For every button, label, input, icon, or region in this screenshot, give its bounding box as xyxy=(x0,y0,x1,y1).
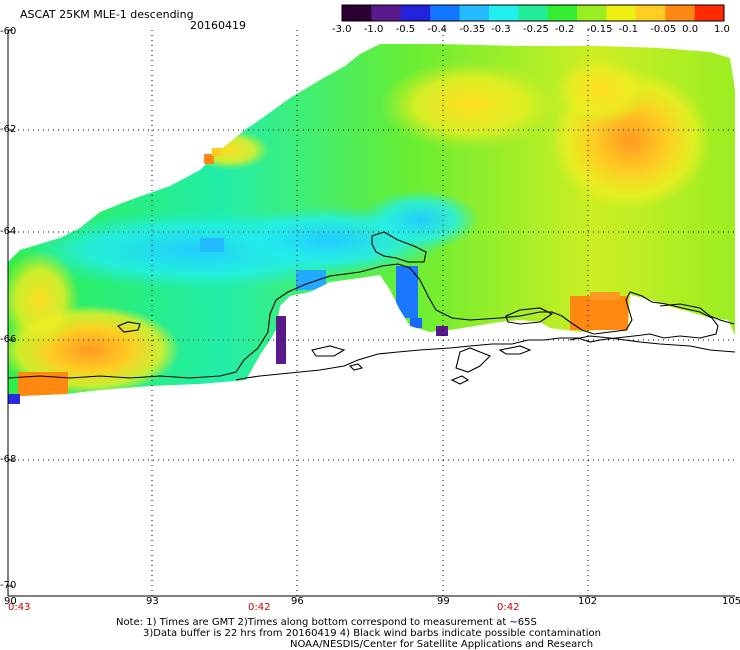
time-label: 0:43 xyxy=(8,602,31,613)
colorbar-swatch xyxy=(342,5,372,21)
lon-label: 99 xyxy=(437,596,450,607)
colorbar-frame xyxy=(341,4,725,22)
colorbar-swatch xyxy=(577,5,607,21)
colorbar-label: -0.4 xyxy=(427,24,448,35)
colorbar-label: -0.1 xyxy=(618,24,639,35)
time-label: 0:42 xyxy=(248,602,271,613)
note-line-2: 3)Data buffer is 22 hrs from 20160419 4)… xyxy=(143,628,601,639)
colorbar-label: -0.2 xyxy=(554,24,575,35)
colorbar-swatch xyxy=(606,5,637,21)
note-line-1: Note: 1) Times are GMT 2)Times along bot… xyxy=(116,617,537,628)
colorbar-swatch xyxy=(430,5,461,21)
lat-label: -70 xyxy=(0,580,17,591)
colorbar-swatch xyxy=(518,5,549,21)
lon-label: 96 xyxy=(291,596,304,607)
colorbar-swatch xyxy=(665,5,696,21)
lat-label: -62 xyxy=(0,124,17,135)
lat-label: -68 xyxy=(0,454,17,465)
colorbar-swatch xyxy=(488,5,519,21)
lon-label: 90 xyxy=(4,596,17,607)
colorbar-label: 1.0 xyxy=(714,24,730,35)
grid xyxy=(8,30,735,596)
lat-label: -66 xyxy=(0,334,17,345)
colorbar-label: -0.35 xyxy=(459,24,486,35)
note-line-3: NOAA/NESDIS/Center for Satellite Applica… xyxy=(290,639,594,650)
map-date: 20160419 xyxy=(190,19,246,32)
lat-label: -60 xyxy=(0,26,17,37)
lon-label: 93 xyxy=(146,596,159,607)
purple-strip xyxy=(276,316,286,364)
map-title: ASCAT 25KM MLE-1 descending xyxy=(20,8,194,21)
colorbar-swatch xyxy=(547,5,578,21)
colorbar-swatch xyxy=(371,5,402,21)
colorbar-label: -0.15 xyxy=(586,24,613,35)
colorbar-label: -0.3 xyxy=(491,24,511,35)
colorbar-label: -0.5 xyxy=(395,24,416,35)
colorbar-swatch xyxy=(459,5,490,21)
coastline xyxy=(7,231,736,385)
colorbar-label: -1.0 xyxy=(363,24,384,35)
colorbar-swatch xyxy=(635,5,666,21)
time-label: 0:42 xyxy=(497,602,520,613)
wind-field xyxy=(8,44,735,396)
colorbar-swatch xyxy=(694,5,725,21)
lat-label: -64 xyxy=(0,226,17,237)
colorbar-label: 0.0 xyxy=(682,24,699,35)
colorbar-label: -0.05 xyxy=(650,24,677,35)
colorbar-label: -0.25 xyxy=(523,24,549,35)
lon-label: 102 xyxy=(578,596,598,607)
colorbar-label: -3.0 xyxy=(332,24,352,35)
lon-label: 105 xyxy=(722,596,740,607)
colorbar xyxy=(341,4,725,22)
colorbar-swatch xyxy=(400,5,431,21)
